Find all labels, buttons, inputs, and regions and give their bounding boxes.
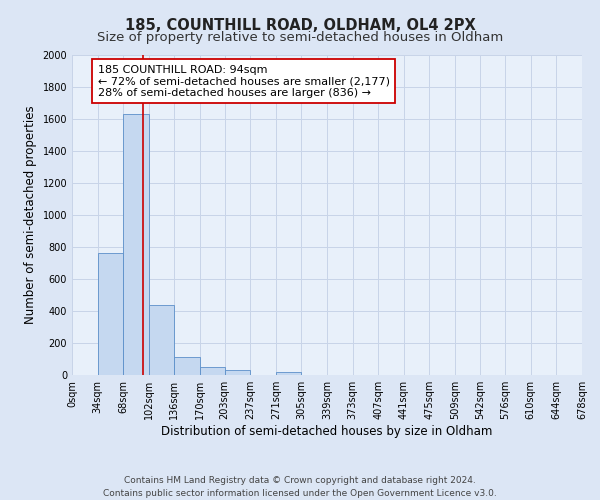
Bar [98,254,123,375]
Text: 185 COUNTHILL ROAD: 94sqm
← 72% of semi-detached houses are smaller (2,177)
28% : 185 COUNTHILL ROAD: 94sqm ← 72% of semi-… [97,64,389,98]
Bar [224,370,250,375]
Bar [276,372,301,375]
Bar [123,114,149,375]
Bar [175,358,200,375]
Y-axis label: Number of semi-detached properties: Number of semi-detached properties [24,106,37,324]
Text: 185, COUNTHILL ROAD, OLDHAM, OL4 2PX: 185, COUNTHILL ROAD, OLDHAM, OL4 2PX [125,18,475,32]
Text: Contains HM Land Registry data © Crown copyright and database right 2024.
Contai: Contains HM Land Registry data © Crown c… [103,476,497,498]
Bar [149,304,175,375]
Bar [200,367,224,375]
Text: Size of property relative to semi-detached houses in Oldham: Size of property relative to semi-detach… [97,31,503,44]
X-axis label: Distribution of semi-detached houses by size in Oldham: Distribution of semi-detached houses by … [161,425,493,438]
